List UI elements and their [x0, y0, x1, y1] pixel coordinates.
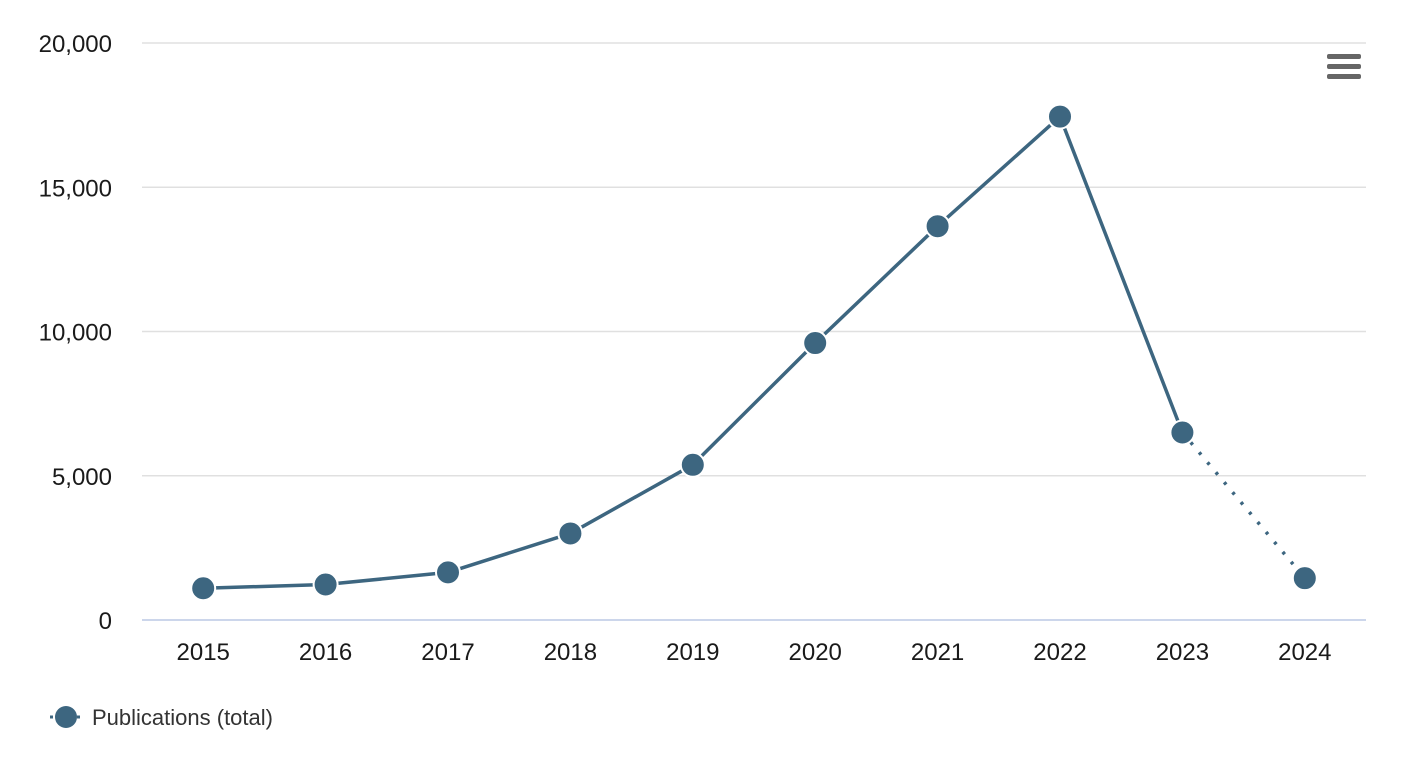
- data-point-2021[interactable]: [924, 213, 951, 240]
- hamburger-menu-icon[interactable]: [1322, 48, 1366, 88]
- legend-label: Publications (total): [92, 705, 273, 730]
- x-tick-label: 2018: [544, 639, 597, 666]
- grid-lines: [142, 42, 1366, 477]
- data-point-2017[interactable]: [435, 559, 461, 586]
- series-line-dotted: [1181, 431, 1307, 580]
- data-point-2015[interactable]: [190, 575, 217, 602]
- x-tick-label: 2022: [1033, 639, 1086, 666]
- x-tick-label: 2023: [1156, 639, 1209, 666]
- y-tick-label: 5,000: [52, 464, 112, 491]
- x-tick-label: 2016: [299, 639, 352, 666]
- data-point-2018[interactable]: [557, 520, 584, 547]
- x-axis: 2015 2016 2017 2018 2019 2020 2021 2022 2023 2024: [142, 619, 1366, 666]
- series-publications: [190, 103, 1318, 602]
- x-tick-label: 2015: [177, 639, 230, 666]
- x-tick-label: 2024: [1278, 639, 1331, 666]
- data-point-2016[interactable]: [312, 571, 339, 598]
- data-point-2023[interactable]: [1169, 419, 1196, 446]
- y-tick-label: 15,000: [39, 175, 112, 202]
- x-tick-label: 2019: [666, 639, 719, 666]
- x-tick-label: 2021: [911, 639, 964, 666]
- data-point-2024[interactable]: [1291, 565, 1318, 592]
- data-point-2020[interactable]: [802, 330, 829, 357]
- legend-marker: [55, 706, 77, 728]
- data-point-2019[interactable]: [679, 451, 706, 478]
- y-tick-label: 0: [99, 608, 112, 635]
- legend[interactable]: Publications (total): [50, 705, 273, 730]
- y-tick-label: 20,000: [39, 31, 112, 58]
- y-tick-label: 10,000: [39, 320, 112, 347]
- x-tick-label: 2020: [789, 639, 842, 666]
- x-tick-label: 2017: [421, 639, 474, 666]
- y-axis: 0 5,000 10,000 15,000 20,000: [39, 31, 112, 635]
- data-point-2022[interactable]: [1047, 103, 1073, 130]
